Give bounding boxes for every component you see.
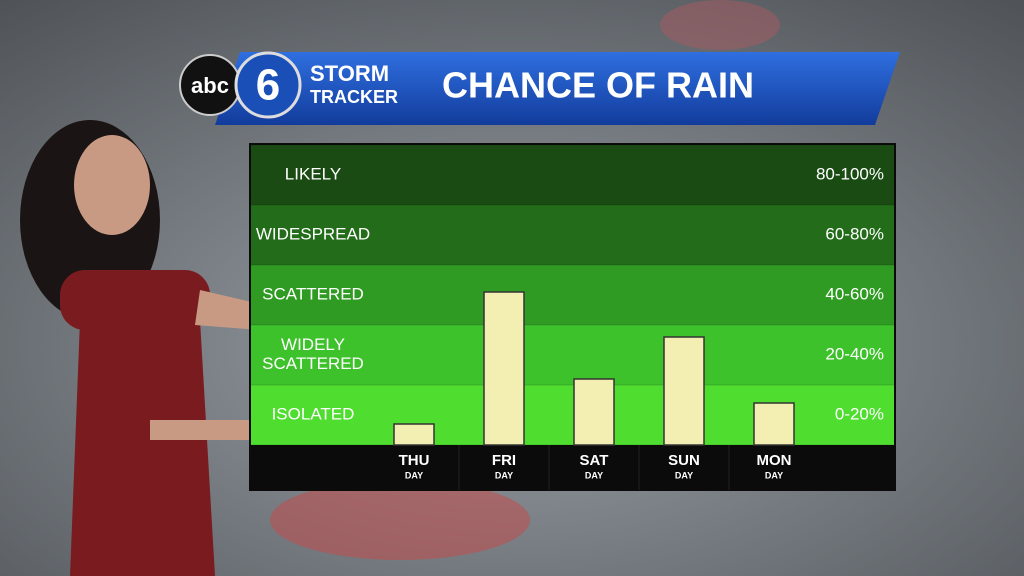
band-label: LIKELY — [285, 164, 341, 183]
band — [251, 325, 894, 385]
chart-title: CHANCE OF RAIN — [442, 65, 754, 106]
logo-channel: 6 — [256, 61, 280, 110]
x-tick-label: SUN — [668, 452, 700, 469]
bar — [753, 402, 795, 446]
x-tick-label: FRI — [492, 452, 516, 469]
band-label: ISOLATED — [272, 404, 355, 423]
brand-line: STORM — [310, 61, 389, 86]
band — [251, 265, 894, 325]
range-label: 80-100% — [816, 164, 884, 183]
range-label: 0-20% — [835, 404, 884, 423]
range-label: 40-60% — [825, 284, 884, 303]
header: abc 6 STORM TRACKER CHANCE OF RAIN — [179, 51, 900, 125]
bar — [483, 291, 525, 446]
bar — [573, 378, 615, 446]
background-light — [660, 0, 780, 50]
range-label: 60-80% — [825, 224, 884, 243]
x-tick-sublabel: DAY — [765, 470, 783, 480]
logo-network: abc — [191, 73, 229, 98]
x-tick-label: THU — [399, 452, 430, 469]
x-tick-label: SAT — [580, 452, 609, 469]
range-label: 20-40% — [825, 344, 884, 363]
band-label: SCATTERED — [262, 284, 364, 303]
brand-line: TRACKER — [310, 87, 398, 107]
background-light — [270, 480, 530, 560]
x-tick-sublabel: DAY — [675, 470, 693, 480]
title-banner — [215, 52, 900, 125]
band-label: WIDESPREAD — [256, 224, 370, 243]
logo-circle — [234, 51, 302, 119]
x-tick-label: MON — [757, 452, 792, 469]
x-tick-sublabel: DAY — [405, 470, 423, 480]
presenter — [20, 120, 330, 576]
x-tick-sublabel: DAY — [495, 470, 513, 480]
band — [251, 205, 894, 265]
bar — [663, 336, 705, 446]
band-label: WIDELY SCATTERED — [262, 335, 364, 373]
bar — [393, 423, 435, 446]
x-tick-sublabel: DAY — [585, 470, 603, 480]
band — [251, 145, 894, 205]
